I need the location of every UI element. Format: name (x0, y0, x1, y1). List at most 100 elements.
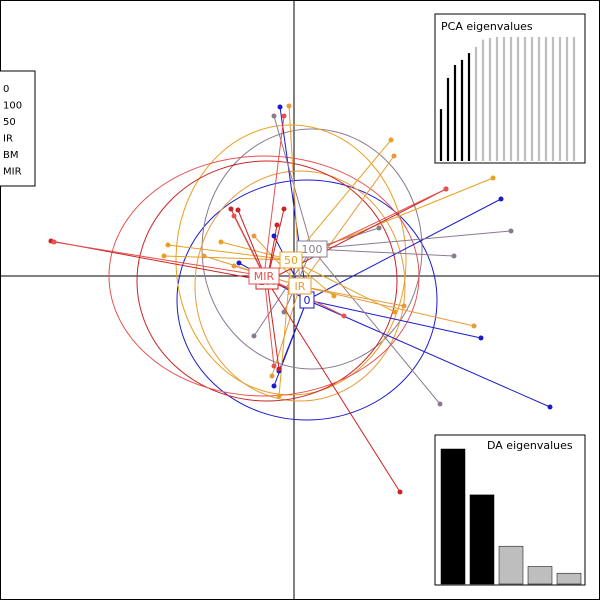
point-IR-0 (286, 103, 292, 109)
da-eigenvalues-inset: DA eigenvalues (434, 434, 586, 586)
group-label-box-50 (279, 251, 303, 269)
group-label-text-50: 50 (284, 254, 298, 267)
group-label-box-IR (288, 277, 312, 295)
legend-entry-3: IR (3, 134, 13, 145)
spoke-100-3 (311, 248, 455, 257)
point-IR-4 (231, 263, 237, 269)
point-50-1 (490, 175, 496, 181)
point-IR-5 (391, 153, 397, 159)
spoke-IR-3 (299, 285, 475, 327)
spoke-100-1 (311, 230, 512, 250)
spoke-100-2 (273, 115, 313, 250)
da-bar-4 (556, 572, 582, 585)
group-label-50: 50 (279, 251, 303, 269)
group-points (48, 103, 553, 495)
legend-entry-1: 100 (3, 101, 22, 112)
spoke-BM-6 (266, 280, 401, 493)
group-label-box-MIR (248, 267, 280, 285)
spoke-50-2 (167, 244, 292, 261)
da-bar-1 (469, 494, 495, 585)
point-50-7 (161, 253, 167, 259)
da-bar-2 (498, 545, 524, 585)
spoke-MIR-5 (233, 215, 265, 277)
point-0-6 (547, 404, 553, 410)
legend-entries: 0 100 50 IR BM MIR (3, 84, 22, 178)
point-100-2 (271, 113, 277, 119)
group-ellipses (108, 124, 438, 421)
spoke-50-3 (290, 259, 396, 313)
point-BM-4 (281, 206, 287, 212)
da-inset-title: DA eigenvalues (487, 439, 573, 452)
point-50-2 (165, 242, 171, 248)
legend-entry-5: MIR (3, 167, 22, 178)
group-label-text-0: 0 (304, 294, 311, 307)
point-BM-5 (276, 366, 282, 372)
da-bars (440, 448, 582, 585)
point-MIR-0 (51, 239, 57, 245)
point-50-0 (388, 137, 394, 143)
point-0-2 (498, 196, 504, 202)
point-0-5 (478, 335, 484, 341)
point-BM-2 (228, 206, 234, 212)
spoke-50-7 (163, 255, 292, 261)
point-IR-1 (269, 373, 275, 379)
spoke-IR-5 (299, 155, 395, 287)
point-BM-3 (274, 222, 280, 228)
spoke-50-4 (220, 241, 292, 261)
point-100-1 (508, 228, 514, 234)
ellipse-IR (194, 170, 406, 402)
spoke-BM-5 (266, 280, 280, 370)
point-100-3 (451, 253, 457, 259)
spoke-50-0 (290, 139, 392, 261)
legend-entry-0: 0 (3, 84, 9, 95)
ellipse-0 (176, 179, 438, 421)
point-MIR-5 (231, 213, 237, 219)
group-label-IR: IR (288, 277, 312, 295)
point-0-3 (236, 260, 242, 266)
point-MIR-4 (341, 313, 347, 319)
spoke-IR-7 (299, 285, 405, 307)
pca-inset-title: PCA eigenvalues (441, 20, 533, 33)
group-label-box-100 (296, 240, 328, 258)
point-MIR-2 (281, 113, 287, 119)
pca-eigenvalues-inset: PCA eigenvalues (434, 13, 586, 164)
point-100-6 (281, 309, 287, 315)
point-BM-6 (397, 489, 403, 495)
group-label-text-100: 100 (302, 243, 323, 256)
point-IR-2 (201, 253, 207, 259)
point-MIR-1 (443, 186, 449, 192)
group-label-text-IR: IR (295, 280, 306, 293)
point-50-4 (218, 239, 224, 245)
ellipse-50 (175, 124, 407, 396)
point-BM-1 (235, 207, 241, 213)
legend-box (0, 70, 36, 187)
spoke-MIR-0 (53, 241, 265, 277)
legend-entry-2: 50 (3, 117, 16, 128)
point-50-5 (276, 393, 282, 399)
point-0-0 (277, 104, 283, 110)
group-label-100: 100 (296, 240, 328, 258)
point-100-0 (437, 401, 443, 407)
point-MIR-3 (271, 363, 277, 369)
legend: 0 100 50 IR BM MIR (0, 70, 36, 187)
point-IR-3 (471, 323, 477, 329)
spoke-IR-1 (271, 285, 301, 377)
point-50-3 (392, 309, 398, 315)
spoke-MIR-2 (263, 115, 285, 277)
point-0-4 (271, 383, 277, 389)
spoke-0-2 (306, 198, 502, 301)
legend-entry-4: BM (3, 150, 19, 161)
spoke-100-0 (311, 248, 441, 405)
da-bar-0 (440, 448, 466, 585)
group-label-text-MIR: MIR (254, 270, 275, 283)
point-IR-7 (401, 303, 407, 309)
da-bar-3 (527, 566, 553, 585)
ellipse-MIR (108, 155, 420, 397)
point-100-5 (376, 225, 382, 231)
pca-bars (439, 37, 576, 161)
spoke-MIR-3 (263, 275, 275, 367)
group-label-MIR: MIR (248, 267, 280, 285)
point-IR-6 (251, 233, 257, 239)
